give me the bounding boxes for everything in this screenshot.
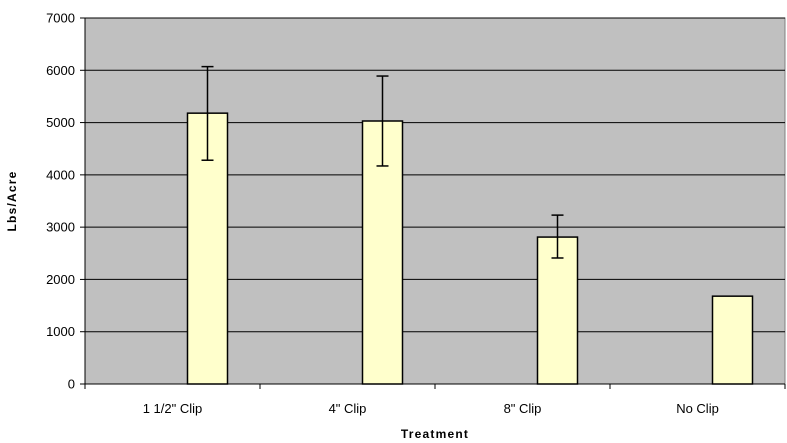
- axes: [80, 17, 786, 389]
- y-tick-label: 3000: [46, 220, 75, 235]
- y-tick-label: 1000: [46, 324, 75, 339]
- y-axis-title: Lbs/Acre: [5, 171, 19, 232]
- y-tick-label: 2000: [46, 272, 75, 287]
- bar: [711, 295, 754, 385]
- x-tick-label: 4" Clip: [329, 401, 367, 416]
- y-tick-labels: 0 1000 2000 3000 4000 5000 6000 7000: [46, 11, 75, 392]
- y-tick-label: 4000: [46, 167, 75, 182]
- x-tick-label: 1 1/2" Clip: [143, 401, 203, 416]
- y-tick-label: 7000: [46, 11, 75, 26]
- bar: [536, 236, 579, 385]
- y-tick-label: 6000: [46, 63, 75, 78]
- x-tick-label: No Clip: [676, 401, 719, 416]
- y-tick-label: 0: [68, 377, 75, 392]
- x-tick-labels: 1 1/2" Clip 4" Clip 8" Clip No Clip: [143, 401, 719, 416]
- error-bars: [201, 65, 564, 259]
- x-tick-label: 8" Clip: [504, 401, 542, 416]
- x-axis-title: Treatment: [401, 427, 469, 441]
- y-tick-label: 5000: [46, 115, 75, 130]
